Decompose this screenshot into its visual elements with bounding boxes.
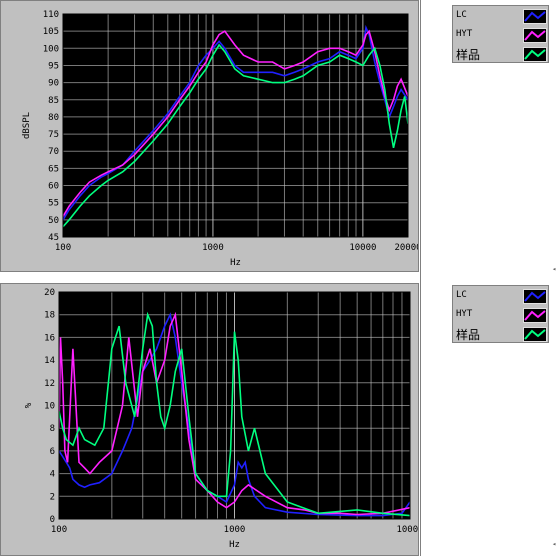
x-tick-label: 10000 [396, 525, 418, 535]
spl-chart: 45 50 55 60 65 70 75 80 85 90 95 100 105 110 100 1000 10… [22, 10, 422, 268]
y-tick-label: 12 [44, 379, 55, 389]
legend-item-lc[interactable]: LC [453, 288, 548, 305]
series-line-2 [63, 29, 408, 217]
plot-area [63, 14, 408, 237]
x-tick-label: 20000 [394, 243, 418, 253]
legend-label: LC [456, 10, 467, 20]
x-tick-label: 100 [51, 525, 67, 535]
y-tick-label: 20 [44, 288, 55, 298]
series-line-3 [59, 311, 410, 517]
plot-border [62, 13, 409, 238]
y-tick-label: 75 [48, 130, 59, 140]
x-axis-label: Hz [229, 540, 240, 550]
legend-item-hyt[interactable]: HYT [453, 27, 548, 44]
legend-item-sample[interactable]: 样品 [453, 46, 548, 63]
y-tick-label: 60 [48, 182, 59, 192]
legend-label: LC [456, 290, 467, 300]
legend-label: 样品 [456, 48, 481, 62]
legend-top: LC HYT 样品 [452, 5, 549, 63]
x-tick-label: 1000 [224, 525, 246, 535]
thd-chart-panel: 0 2 4 6 8 10 12 14 16 18 20 100 1000 10000 Hz% [0, 283, 424, 556]
x-tick-label: 1000 [202, 243, 224, 253]
series-line-1 [59, 312, 410, 517]
legend-item-lc[interactable]: LC [453, 8, 548, 25]
series-line-2 [59, 311, 410, 516]
legend-label: HYT [456, 309, 473, 319]
chevron-left-icon[interactable]: ◂ [552, 540, 557, 548]
y-tick-label: 50 [48, 216, 59, 226]
legend-item-sample[interactable]: 样品 [453, 326, 548, 343]
y-tick-label: 100 [43, 44, 59, 54]
y-tick-label: 95 [48, 61, 59, 71]
y-tick-label: 45 [48, 233, 59, 243]
y-axis-label: % [24, 402, 34, 408]
legend-label: HYT [456, 29, 473, 39]
y-tick-label: 80 [48, 113, 59, 123]
y-tick-label: 4 [50, 470, 55, 480]
thd-chart: 0 2 4 6 8 10 12 14 16 18 20 100 1000 10000 Hz% [24, 288, 424, 550]
legend-label: 样品 [456, 328, 481, 342]
x-tick-label: 100 [55, 243, 71, 253]
y-tick-label: 105 [43, 27, 59, 37]
y-tick-label: 16 [44, 333, 55, 343]
x-tick-label: 10000 [349, 243, 376, 253]
y-tick-label: 2 [50, 492, 55, 502]
y-tick-label: 10 [44, 402, 55, 412]
legend-item-hyt[interactable]: HYT [453, 307, 548, 324]
spl-chart-panel: 45 50 55 60 65 70 75 80 85 90 95 100 105 110 100 1000 10… [0, 0, 422, 272]
chevron-left-icon[interactable]: ◂ [552, 265, 557, 273]
line-swatch-icon [523, 327, 547, 342]
line-swatch-icon [523, 28, 547, 43]
y-tick-label: 8 [50, 424, 55, 434]
line-swatch-icon [523, 47, 547, 62]
y-tick-label: 90 [48, 79, 59, 89]
legend-bottom: LC HYT 样品 [452, 285, 549, 343]
line-swatch-icon [523, 308, 547, 323]
plot-border [58, 291, 411, 520]
y-tick-label: 70 [48, 147, 59, 157]
y-tick-label: 110 [43, 10, 59, 20]
line-swatch-icon [523, 9, 547, 24]
divider [420, 0, 421, 556]
y-tick-label: 65 [48, 164, 59, 174]
y-tick-label: 14 [44, 356, 55, 366]
y-tick-label: 18 [44, 311, 55, 321]
line-swatch-icon [523, 289, 547, 304]
y-tick-label: 0 [50, 515, 55, 525]
x-axis-label: Hz [230, 258, 241, 268]
y-tick-label: 85 [48, 96, 59, 106]
y-tick-label: 6 [50, 447, 55, 457]
y-tick-label: 55 [48, 199, 59, 209]
series-line-3 [63, 43, 408, 228]
y-axis-label: dBSPL [22, 112, 32, 139]
series-line-1 [63, 24, 408, 221]
